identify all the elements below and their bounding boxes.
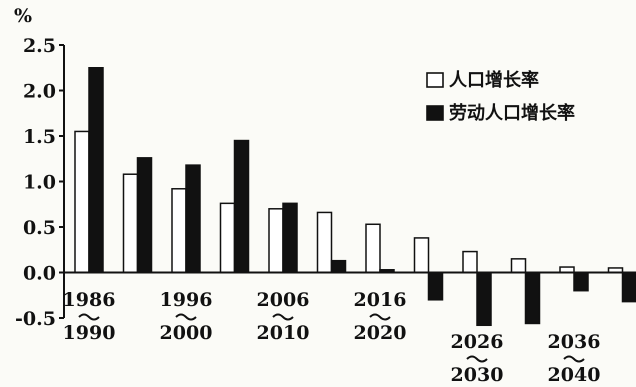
legend-label: 劳动人口增长率 xyxy=(449,102,575,124)
x-tick-label-start: 1996 xyxy=(160,289,213,311)
y-tick-label: 0.0 xyxy=(23,263,56,285)
x-tick-label-end: 2010 xyxy=(257,322,310,344)
population-growth-bar xyxy=(268,208,284,274)
labor-growth-bar xyxy=(233,139,250,274)
x-tick-label-end: 1990 xyxy=(63,322,116,344)
x-tick-label-end: 2040 xyxy=(548,364,601,386)
labor-growth-bar xyxy=(330,259,347,274)
labor-growth-bar xyxy=(185,164,201,274)
labor-growth-bar xyxy=(524,271,541,325)
x-tick-label-end: 2020 xyxy=(354,322,407,344)
y-tick-label: 2.0 xyxy=(23,81,56,103)
y-tick-label: 1.5 xyxy=(23,126,56,148)
tilde-icon xyxy=(563,355,585,363)
x-tick-label-end: 2030 xyxy=(451,364,504,386)
x-tick-label-start: 2016 xyxy=(354,289,407,311)
population-growth-bar xyxy=(122,173,139,274)
tilde-icon xyxy=(175,313,197,321)
population-growth-bar xyxy=(219,202,236,274)
bars xyxy=(74,67,636,327)
x-tick-label-start: 2026 xyxy=(451,331,504,353)
x-tick-label-start: 2006 xyxy=(257,289,310,311)
x-tick-label-start: 1986 xyxy=(63,289,116,311)
population-growth-bar xyxy=(316,211,333,274)
legend-swatch xyxy=(426,72,444,88)
y-tick-label: 2.5 xyxy=(23,35,56,57)
x-axis-labels: 1986 1990 1996 2000 2006 2010 2016 2020 2026 2030… xyxy=(63,289,601,386)
tilde-icon xyxy=(78,313,100,321)
y-tick-label: 1.0 xyxy=(23,172,56,194)
labor-growth-bar xyxy=(621,271,636,303)
tilde-icon xyxy=(272,313,294,321)
population-growth-bar xyxy=(462,250,478,274)
labor-growth-bar xyxy=(88,67,104,274)
y-tick-label: -0.5 xyxy=(15,308,56,330)
labor-growth-bar xyxy=(476,271,492,327)
y-axis-label: % xyxy=(14,5,32,27)
labor-growth-bar xyxy=(573,271,589,292)
tilde-icon xyxy=(466,355,488,363)
labor-growth-bar xyxy=(282,202,298,274)
population-growth-bar xyxy=(74,130,90,274)
x-tick-label-start: 2036 xyxy=(548,331,601,353)
population-growth-bar xyxy=(365,223,381,274)
population-growth-bar xyxy=(413,237,430,274)
y-tick-label: 0.5 xyxy=(23,217,56,239)
legend-label: 人口增长率 xyxy=(449,69,539,91)
labor-growth-bar xyxy=(427,271,444,301)
labor-growth-bar xyxy=(136,157,153,274)
y-axis-ticks: 2.5 2.0 1.5 1.0 0.5 0.0 -0.5 xyxy=(15,35,64,330)
population-growth-bar xyxy=(171,188,187,274)
legend-swatch xyxy=(426,105,444,121)
x-tick-label-end: 2000 xyxy=(160,322,213,344)
tilde-icon xyxy=(369,313,391,321)
population-growth-bar xyxy=(510,258,527,274)
